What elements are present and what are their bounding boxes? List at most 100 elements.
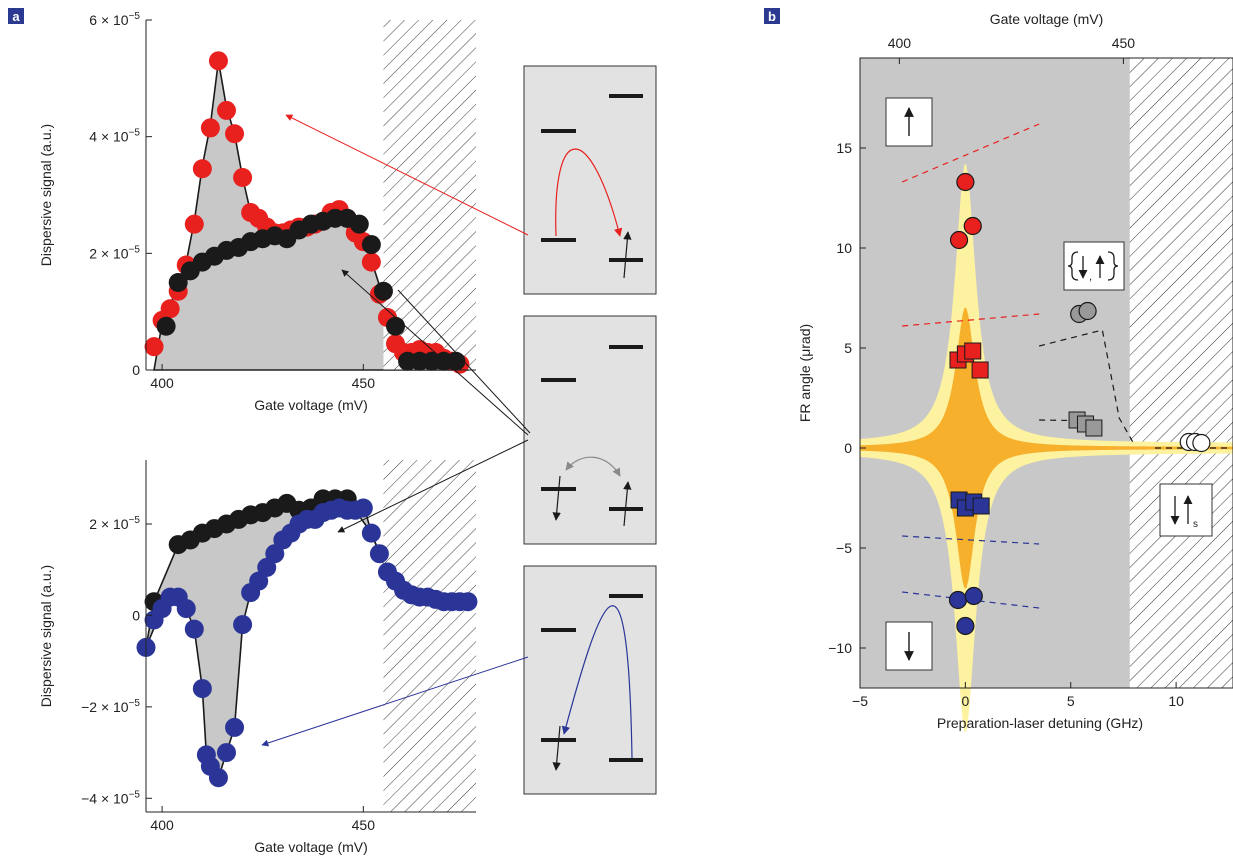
svg-text:s: s [1193,519,1198,530]
spin-pair-box: , [1063,241,1125,291]
data-point-blue [225,717,245,737]
data-point-red [160,299,180,319]
x-tick-label: 400 [150,375,174,391]
x-axis-label: Gate voltage (mV) [254,397,368,413]
spin-down-icon [552,725,561,771]
arrow-down-box [885,621,933,671]
data-point-red [200,118,220,138]
y-axis-label: Dispersive signal (a.u.) [38,124,54,266]
chart-b: −5 0 5 10 −10 −5 0 5 10 15 400 450 Gate voltage (mV)… [797,11,1233,732]
data-point-red [192,159,212,179]
data-point-blue [458,592,478,612]
y-tick-label: 2 × 10−5 [89,244,140,261]
y-tick-label: −2 × 10−5 [81,698,140,715]
data-point-red [949,230,969,250]
y-tick-label: 10 [836,240,852,256]
guide-line [902,313,1040,327]
level-diagram-middle [523,315,657,545]
data-point-black [361,235,381,255]
y-tick-label: 5 [844,340,852,356]
data-point-blue [972,497,990,515]
guide-line [1038,329,1135,445]
data-point-red [964,342,982,360]
data-point-black [156,316,176,336]
data-point-black [349,214,369,234]
y-tick-label: 15 [836,140,852,156]
svg-text:b: b [768,9,776,24]
data-point-red [361,252,381,272]
data-point-black [373,281,393,301]
x2-tick-label: 400 [888,35,912,51]
data-point-grey [1078,301,1097,321]
x-tick-label: 400 [150,817,174,833]
spin-singlet-box: s [1159,483,1213,537]
level-diagram-bottom [523,565,657,795]
hatch-region [383,20,476,370]
left-brace-icon [1067,251,1079,281]
data-point-blue [233,615,253,635]
svg-text:a: a [12,9,20,24]
data-point-red [208,51,228,71]
data-point-red [233,168,253,187]
x-axis-label: Preparation-laser detuning (GHz) [937,715,1143,731]
data-point-blue [192,679,212,699]
y-tick-label: −4 × 10−5 [81,789,140,806]
panel-label-b: b [764,8,780,24]
svg-text:,: , [1089,271,1092,283]
data-point-red [963,216,982,236]
data-point-blue [353,498,373,518]
data-point-black [386,316,406,336]
data-point-blue [265,544,285,564]
guide-line [902,535,1040,545]
y-axis-label: Dispersive signal (a.u.) [38,565,54,707]
data-point-white [1192,433,1211,453]
x-tick-label: 5 [1067,693,1075,709]
arrow-up-box [885,97,933,147]
x-tick-label: 450 [352,817,376,833]
data-point-blue [249,571,269,591]
level-diagram-top [523,65,657,295]
data-point-red [956,172,975,192]
y-tick-label: 0 [132,607,140,623]
data-point-blue [948,590,968,610]
data-point-blue [369,544,389,564]
x-tick-label: −5 [852,693,868,709]
x2-axis-label: Gate voltage (mV) [990,11,1104,27]
data-point-red [144,337,164,357]
data-point-blue [216,743,236,763]
y-tick-label: 0 [132,362,140,378]
data-point-red [184,214,204,234]
x-axis-label: Gate voltage (mV) [254,839,368,855]
plot-frame [859,57,1233,689]
spin-down-icon [552,475,561,521]
x-tick-label: 0 [961,693,969,709]
hatch-region [1129,58,1233,688]
data-point-black [168,273,188,292]
data-point-blue [176,599,196,619]
data-point-grey [1085,419,1103,437]
spin-up-icon [623,481,632,527]
inner-envelope [860,307,1233,589]
y-axis-label: FR angle (μrad) [797,324,813,422]
y-tick-label: −10 [828,640,852,656]
chart-a-top: 400 450 0 2 × 10−5 4 × 10−5 6 × 10−5 Gate volt… [38,11,476,413]
x-tick-label: 450 [352,375,376,391]
spin-up-icon [623,231,632,279]
chart-a-bottom: 400 450 −4 × 10−5 −2 × 10−5 0 2 × 10−5 Gate vo… [38,460,478,855]
connector-arrows [261,114,531,747]
y-tick-label: 2 × 10−5 [89,515,140,532]
x2-tick-label: 450 [1112,35,1136,51]
data-point-blue [361,523,381,543]
x-tick-label: 10 [1168,693,1184,709]
data-point-black [446,351,466,371]
data-point-blue [208,768,228,788]
data-point-red [216,100,236,120]
y-tick-label: 6 × 10−5 [89,11,140,28]
data-point-blue [257,557,277,577]
y-tick-label: −5 [836,540,852,556]
data-point-blue [964,586,983,606]
data-point-red [225,124,245,144]
panel-label-a: a [8,8,24,24]
hatch-region [383,460,476,812]
